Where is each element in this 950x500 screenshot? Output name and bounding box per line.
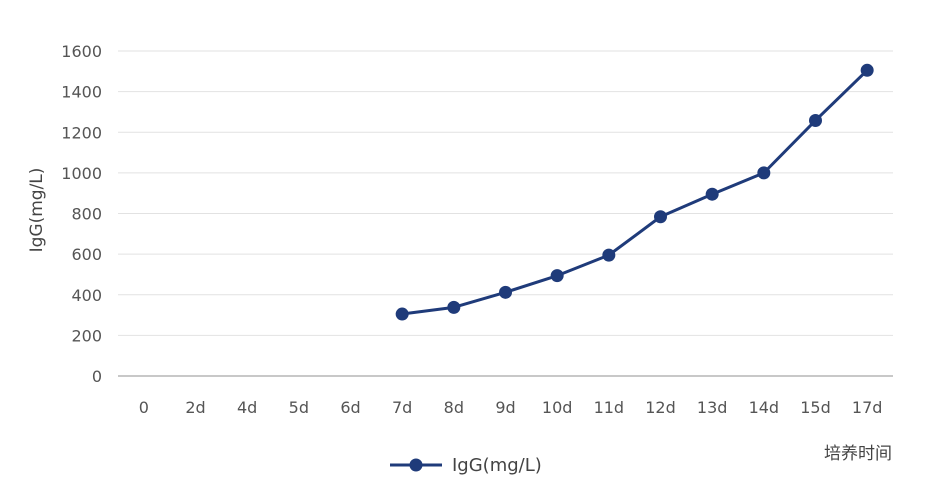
x-tick-label: 11d <box>594 398 625 417</box>
x-axis-ticks: 0 2d 4d 5d 6d 7d 8d 9d 10d 11d 12d 13d 14d 15d 17d <box>139 398 883 417</box>
x-tick-label: 14d <box>749 398 780 417</box>
y-axis-ticks: 0 200 400 600 800 1000 1200 1400 1600 <box>61 42 102 386</box>
series-group <box>395 63 874 321</box>
data-point <box>809 113 822 127</box>
data-point <box>654 210 667 224</box>
x-tick-label: 6d <box>340 398 360 417</box>
legend: IgG(mg/L) <box>390 455 542 476</box>
data-point <box>602 248 616 262</box>
x-tick-label: 9d <box>495 398 515 417</box>
y-tick-label: 1200 <box>61 123 102 142</box>
y-tick-label: 1000 <box>61 164 102 183</box>
x-tick-label: 13d <box>697 398 728 417</box>
data-point <box>705 187 719 201</box>
y-tick-label: 800 <box>71 205 102 224</box>
data-point <box>757 166 771 180</box>
x-tick-label: 2d <box>185 398 205 417</box>
y-tick-label: 0 <box>92 367 102 386</box>
y-tick-label: 200 <box>71 326 102 345</box>
x-tick-label: 5d <box>289 398 309 417</box>
data-point <box>860 63 874 77</box>
x-tick-label: 0 <box>139 398 149 417</box>
x-tick-label: 12d <box>645 398 676 417</box>
legend-marker <box>409 458 423 472</box>
gridlines <box>118 50 893 336</box>
x-tick-label: 15d <box>800 398 831 417</box>
data-point <box>395 307 409 321</box>
data-point <box>447 300 461 314</box>
legend-label: IgG(mg/L) <box>452 455 542 476</box>
data-point <box>550 269 564 283</box>
data-point <box>499 285 512 299</box>
x-tick-label: 4d <box>237 398 257 417</box>
x-tick-label: 10d <box>542 398 573 417</box>
x-axis-label: 培养时间 <box>824 444 892 464</box>
x-tick-label: 17d <box>852 398 883 417</box>
y-tick-label: 600 <box>71 245 102 264</box>
y-tick-label: 400 <box>71 286 102 305</box>
y-tick-label: 1600 <box>61 42 102 61</box>
x-tick-label: 8d <box>444 398 464 417</box>
y-tick-label: 1400 <box>61 83 102 102</box>
series-line <box>401 69 869 316</box>
x-tick-label: 7d <box>392 398 412 417</box>
y-axis-label: IgG(mg/L) <box>27 168 47 253</box>
